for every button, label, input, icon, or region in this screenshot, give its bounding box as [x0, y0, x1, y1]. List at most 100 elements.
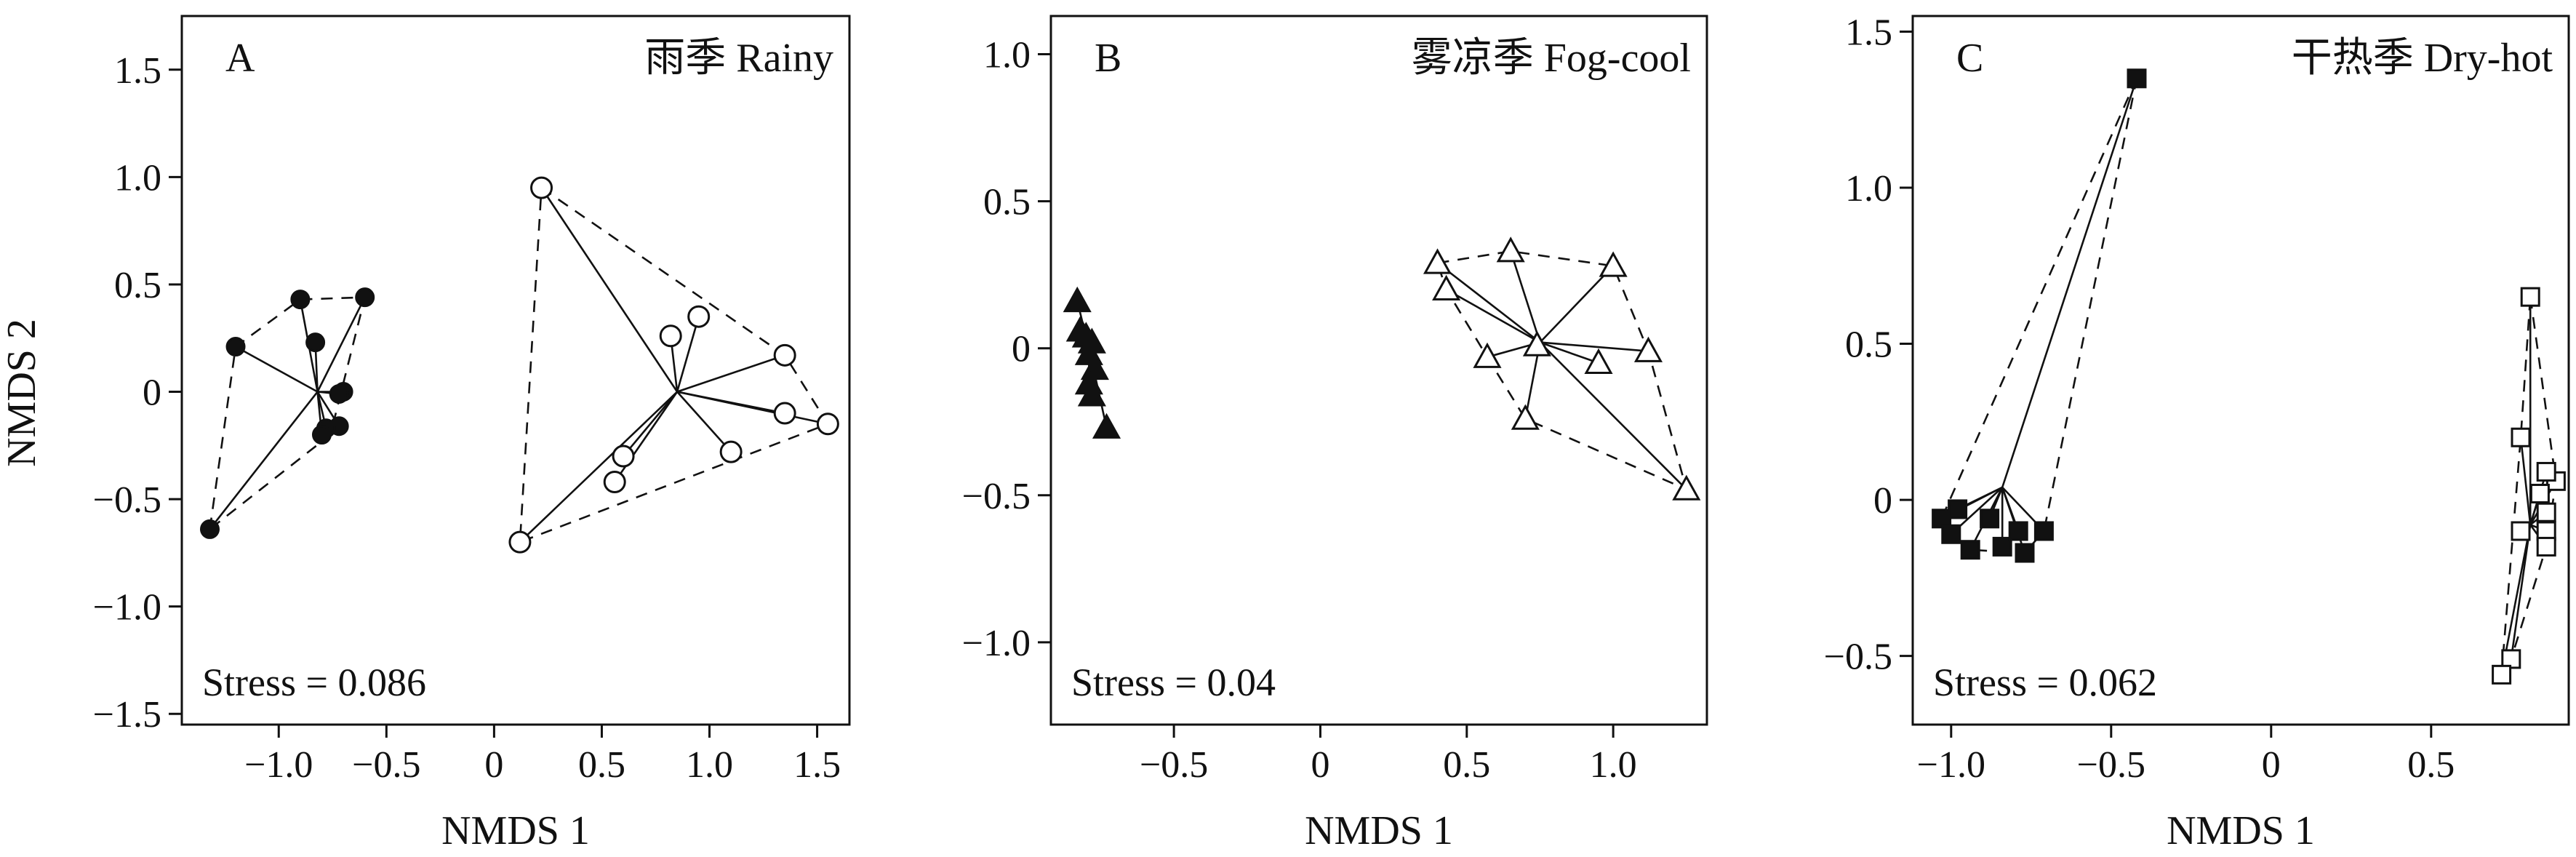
- panel-b-point: [1633, 336, 1663, 362]
- panel-c-point: [1941, 524, 1961, 544]
- panel-a-x-tick-label: 1.0: [686, 744, 733, 786]
- panel-a-stress-label: Stress = 0.086: [202, 661, 426, 704]
- panel-a-point: [508, 530, 532, 554]
- panel-c-point: [2127, 68, 2147, 89]
- panel-a-y-tick-label: −1.5: [93, 694, 161, 736]
- panel-c-y-tick-label: 0: [1873, 480, 1892, 522]
- panel-a-spider-line: [614, 391, 679, 483]
- panel-a: −1.0 −0.5 0 0.5 1.0 1.5 −1.5 −1.0 −0.5 0 0.5 1.0 1.5…: [93, 15, 851, 853]
- panel-c-title: 干热季 Dry-hot: [2292, 36, 2553, 81]
- panel-a-point: [355, 287, 375, 308]
- panel-a-y-tick-label: 0: [143, 372, 161, 414]
- panel-c-y-tick-label: 1.5: [1845, 12, 1892, 53]
- panel-a-point: [773, 402, 796, 425]
- panel-c-point: [1980, 509, 2000, 529]
- panel-a-y-tick-label: −0.5: [93, 479, 161, 521]
- panel-c-point: [2536, 461, 2556, 482]
- panel-a-point: [687, 305, 711, 328]
- panel-a-spider-line: [676, 316, 700, 392]
- panel-b-point: [1496, 236, 1525, 263]
- panel-b-x-tick-label: 1.0: [1590, 744, 1637, 786]
- panel-c-spider-line: [2519, 437, 2532, 525]
- panel-b-spider-line: [1540, 341, 1599, 364]
- panel-a-letter: A: [225, 36, 255, 81]
- panel-a-y-tick-label: 0.5: [114, 265, 161, 306]
- panel-a-y-tick-label: 1.0: [114, 157, 161, 199]
- panel-b-letter: B: [1095, 36, 1121, 81]
- panel-a-point: [530, 176, 553, 199]
- panel-b-stress-label: Stress = 0.04: [1071, 661, 1276, 704]
- panel-a-x-tick-label: −0.5: [352, 744, 420, 786]
- panel-a-point: [199, 519, 220, 539]
- panel-b-spider-line: [1539, 265, 1615, 343]
- panel-b-frame: [1049, 15, 1708, 726]
- panel-c-point: [2492, 664, 2512, 685]
- panel-a-point: [603, 470, 626, 493]
- panel-a-point: [773, 343, 796, 367]
- panel-a-point: [816, 412, 839, 436]
- panel-a-x-tick-label: 0.5: [578, 744, 625, 786]
- panel-c-point: [2520, 287, 2540, 307]
- panel-a-x-tick-label: 0: [484, 744, 503, 786]
- panel-c-point: [1960, 540, 1980, 560]
- panel-a-x-tick-label: 1.5: [793, 744, 841, 786]
- panel-b-spider-line: [1445, 288, 1541, 343]
- panel-c-point: [2529, 483, 2550, 503]
- panel-c: −1.0 −0.5 0 0.5 −0.5 0 0.5 1.0 1.5 NMDS 1 C 干热季 Dry…: [1824, 12, 2570, 853]
- panel-a-spider-line: [316, 297, 366, 393]
- panel-a-point: [612, 445, 635, 468]
- panel-c-spider-line: [2001, 78, 2138, 488]
- panel-a-title: 雨季 Rainy: [644, 36, 833, 81]
- panel-b-point: [1511, 404, 1540, 430]
- panel-c-spider-line: [2510, 525, 2532, 660]
- panel-b-spider-line: [1509, 250, 1541, 343]
- panel-b-hull-1: [1436, 250, 1688, 491]
- panel-b-point: [1522, 330, 1551, 356]
- panel-c-x-tick-label: −1.0: [1917, 744, 1985, 786]
- panel-a-spider-line: [623, 391, 679, 457]
- panel-b-point: [1599, 251, 1628, 277]
- panel-b-x-tick-label: −0.5: [1140, 744, 1208, 786]
- panel-a-y-tick-label: 1.5: [114, 50, 161, 92]
- panel-c-stress-label: Stress = 0.062: [1933, 661, 2157, 704]
- panel-c-point: [2511, 521, 2531, 541]
- panel-c-point: [1992, 536, 2012, 557]
- panel-b-spider-line: [1436, 262, 1541, 343]
- y-axis-title: NMDS 2: [0, 319, 44, 467]
- panel-a-point: [329, 383, 349, 404]
- panel-c-frame: [1911, 15, 2570, 726]
- panel-a-point: [290, 290, 311, 310]
- panel-b-y-tick-label: −0.5: [962, 476, 1031, 517]
- panel-a-frame: [180, 15, 851, 726]
- panel-c-y-tick-label: −0.5: [1824, 637, 1892, 678]
- panel-c-letter: C: [1956, 36, 1983, 81]
- panel-c-spider-line: [2001, 487, 2026, 554]
- panel-a-spider-line: [676, 391, 828, 426]
- panel-c-x-tick-label: −0.5: [2077, 744, 2145, 786]
- panel-c-x-axis-title: NMDS 1: [2167, 808, 2315, 853]
- panel-b-point: [1473, 342, 1502, 368]
- panel-b-y-tick-label: 0: [1012, 329, 1031, 370]
- panel-a-point: [305, 332, 326, 353]
- panel-b-x-axis-title: NMDS 1: [1305, 808, 1453, 853]
- panel-c-point: [2008, 521, 2028, 541]
- panel-b-point: [1092, 412, 1121, 439]
- panel-b-point: [1063, 286, 1092, 313]
- panel-b-spider-line: [1540, 341, 1649, 353]
- panel-b-title: 雾凉季 Fog-cool: [1412, 36, 1691, 81]
- panel-a-spider-line: [676, 354, 785, 393]
- panel-a-point: [719, 440, 743, 463]
- panel-a-x-axis-title: NMDS 1: [441, 808, 590, 853]
- panel-b: −0.5 0 0.5 1.0 −1.0 −0.5 0 0.5 1.0 NMDS 1 B 雾凉季 Fog…: [962, 15, 1708, 853]
- panel-c-x-tick-label: 0.5: [2407, 744, 2455, 786]
- panel-c-point: [2536, 502, 2556, 522]
- panel-b-y-tick-label: 1.0: [983, 35, 1031, 76]
- panel-b-point: [1432, 274, 1461, 300]
- panel-a-point: [311, 425, 332, 445]
- panel-b-point: [1672, 474, 1701, 501]
- panel-c-point: [2511, 427, 2531, 447]
- panel-b-x-tick-label: 0.5: [1443, 744, 1490, 786]
- panel-a-point: [659, 324, 682, 348]
- panel-b-point: [1077, 380, 1106, 407]
